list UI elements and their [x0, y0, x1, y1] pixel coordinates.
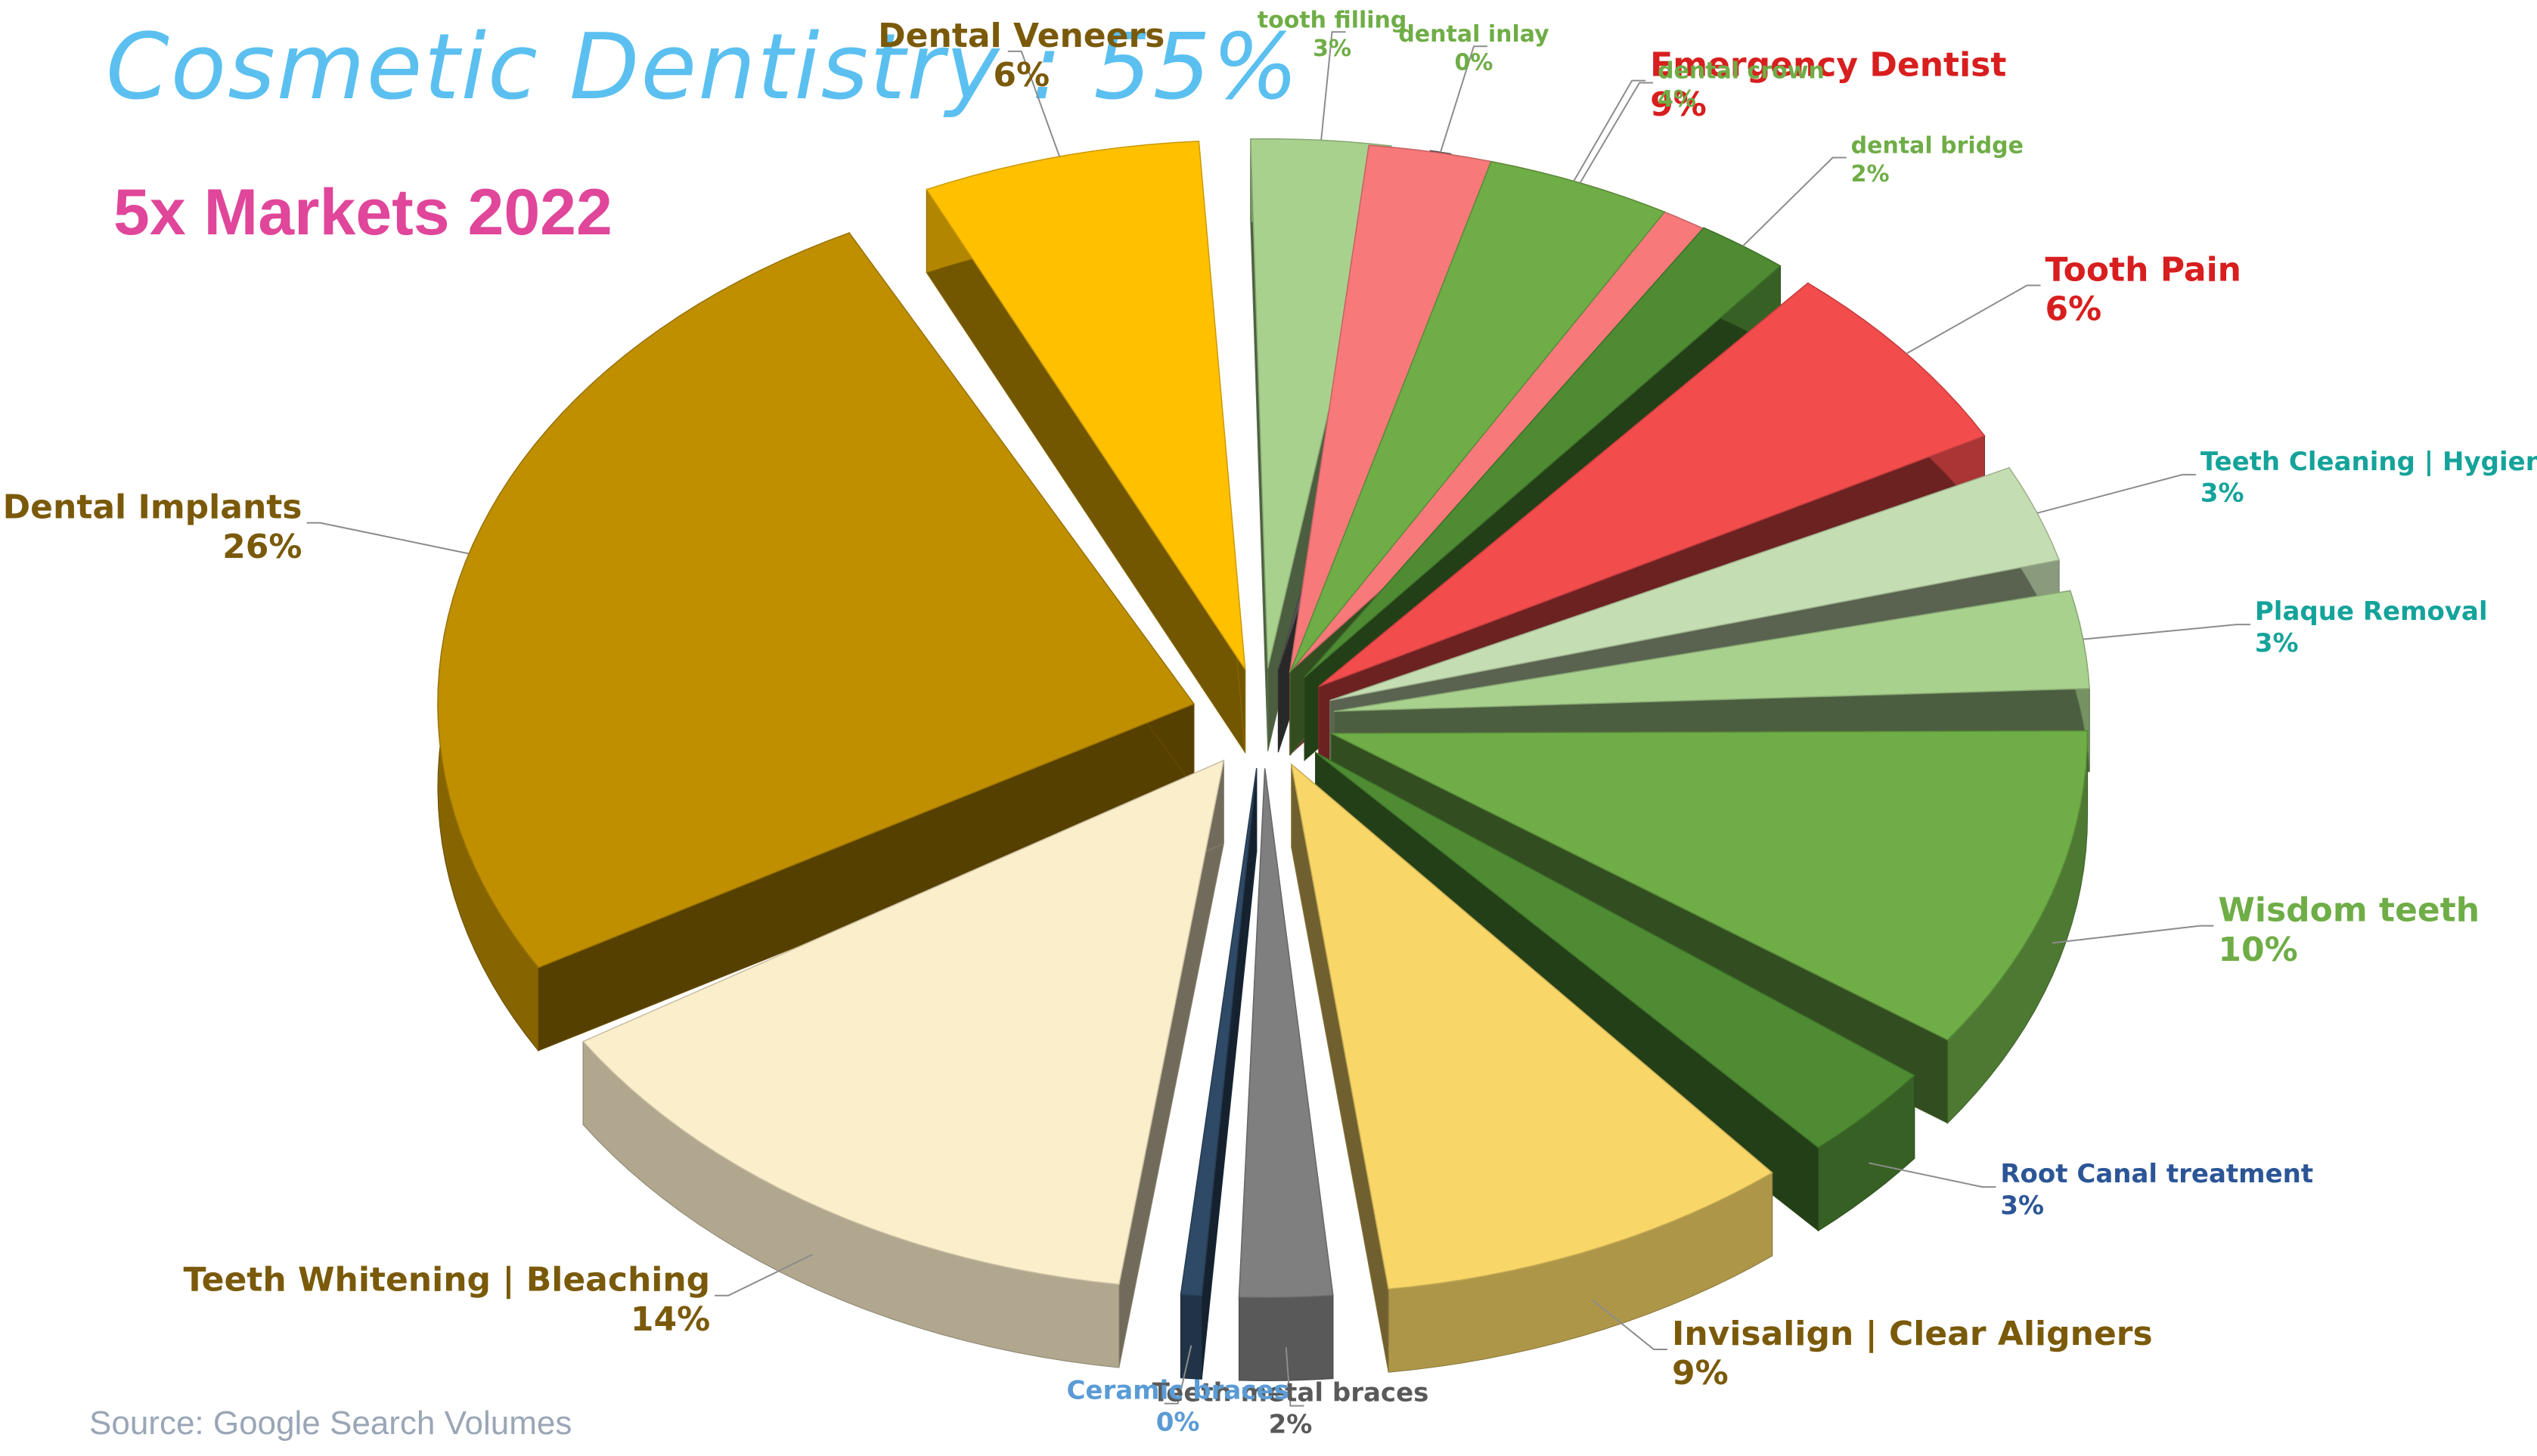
- slice-value-emergency-dentist: 9%: [1650, 85, 1707, 124]
- leader-line-root-canal-treatment: [1869, 1162, 1996, 1188]
- chart-source: Source: Google Search Volumes: [89, 1405, 572, 1442]
- leader-lines: [306, 31, 2250, 1407]
- slice-label-dental-implants: Dental Implants: [3, 488, 302, 527]
- page-title: Cosmetic Dentistry : 55%: [106, 15, 1300, 120]
- slice-value-teeth-metal-braces: 2%: [1269, 1409, 1313, 1439]
- slice-outer-wall-ceramic-braces: [1180, 1294, 1202, 1380]
- slice-teeth-metal-braces: [1238, 768, 1334, 1299]
- leader-line-tooth-pain: [1906, 284, 2041, 355]
- slice-value-teeth-whitening-bleaching: 14%: [631, 1300, 710, 1339]
- leader-line-dental-implants: [306, 522, 470, 555]
- slice-ceramic-braces: [1180, 768, 1258, 1297]
- slice-label-emergency-dentist: Emergency Dentist: [1650, 46, 2006, 85]
- slice-label-invisalign-clear-aligners: Invisalign | Clear Aligners: [1672, 1315, 2153, 1353]
- slice-label-dental-crown: dental crown: [1658, 57, 1825, 84]
- slice-value-dental-veneers: 6%: [993, 56, 1050, 94]
- slice-value-ceramic-braces: 0%: [1156, 1407, 1200, 1437]
- slice-value-plaque-removal: 3%: [2255, 628, 2299, 658]
- leader-line-dental-crown: [1579, 82, 1654, 184]
- slice-label-teeth-whitening-bleaching: Teeth Whitening | Bleaching: [183, 1261, 710, 1300]
- slice-label-tooth-filling: tooth filling: [1258, 7, 1407, 33]
- leader-line-dental-veneers: [1007, 50, 1061, 157]
- slice-tooth-pain: [1318, 282, 1986, 687]
- slice-value-invisalign-clear-aligners: 9%: [1672, 1354, 1729, 1392]
- leader-line-emergency-dentist: [1573, 79, 1646, 182]
- slice-teeth-cleaning-hygiene: [1329, 466, 2061, 702]
- slice-value-dental-implants: 26%: [222, 528, 302, 566]
- slice-root-canal-treatment: [1315, 751, 1916, 1148]
- slice-label-plaque-removal: Plaque Removal: [2255, 596, 2488, 627]
- slice-label-dental-veneers: Dental Veneers: [878, 17, 1165, 55]
- slice-label-tooth-pain: Tooth Pain: [2045, 251, 2241, 290]
- slice-wisdom-teeth: [1331, 730, 2089, 1041]
- slice-label-teeth-metal-braces: Teeth metal braces: [1152, 1378, 1429, 1408]
- slice-value-dental-bridge: 2%: [1851, 161, 1890, 187]
- slice-value-teeth-cleaning-hygiene: 3%: [2200, 479, 2244, 509]
- slice-tops: [437, 138, 2091, 1299]
- slice-outer-wall-teeth-metal-braces: [1238, 1295, 1334, 1381]
- slice-dental-implants: [437, 232, 1196, 968]
- slice-value-dental-crown: 4%: [1658, 86, 1696, 113]
- leader-line-teeth-cleaning-hygiene: [2036, 473, 2196, 514]
- leader-line-dental-inlay: [1440, 45, 1487, 153]
- slice-dental-bridge: [1304, 227, 1782, 678]
- leader-line-plaque-removal: [2083, 624, 2250, 640]
- leader-line-invisalign-clear-aligners: [1591, 1299, 1667, 1350]
- slice-teeth-whitening-bleaching: [582, 759, 1225, 1285]
- slice-label-teeth-cleaning-hygiene: Teeth Cleaning | Hygiene: [2200, 447, 2537, 477]
- leader-line-dental-bridge: [1742, 156, 1847, 247]
- slice-dental-veneers: [926, 141, 1246, 670]
- leader-line-ceramic-braces: [1164, 1345, 1193, 1405]
- chart-title: 5x Markets 2022: [113, 176, 613, 249]
- slice-label-dental-bridge: dental bridge: [1851, 133, 2024, 160]
- leader-line-teeth-metal-braces: [1285, 1347, 1304, 1407]
- slice-invisalign-clear-aligners: [1290, 763, 1773, 1290]
- slice-value-wisdom-teeth: 10%: [2218, 931, 2297, 969]
- leader-line-wisdom-teeth: [2052, 925, 2214, 944]
- slice-value-tooth-filling: 3%: [1313, 36, 1351, 62]
- slice-value-root-canal-treatment: 3%: [2000, 1191, 2044, 1221]
- slice-label-root-canal-treatment: Root Canal treatment: [2000, 1159, 2313, 1189]
- slice-dental-crown: [1289, 160, 1666, 673]
- slice-label-dental-inlay: dental inlay: [1398, 21, 1549, 48]
- leader-line-teeth-whitening-bleaching: [715, 1253, 814, 1296]
- slice-label-wisdom-teeth: Wisdom teeth: [2218, 891, 2480, 930]
- slice-value-tooth-pain: 6%: [2045, 290, 2102, 329]
- leader-line-tooth-filling: [1320, 31, 1346, 141]
- slice-label-ceramic-braces: Ceramic braces: [1066, 1376, 1289, 1406]
- slice-value-dental-inlay: 0%: [1455, 50, 1493, 76]
